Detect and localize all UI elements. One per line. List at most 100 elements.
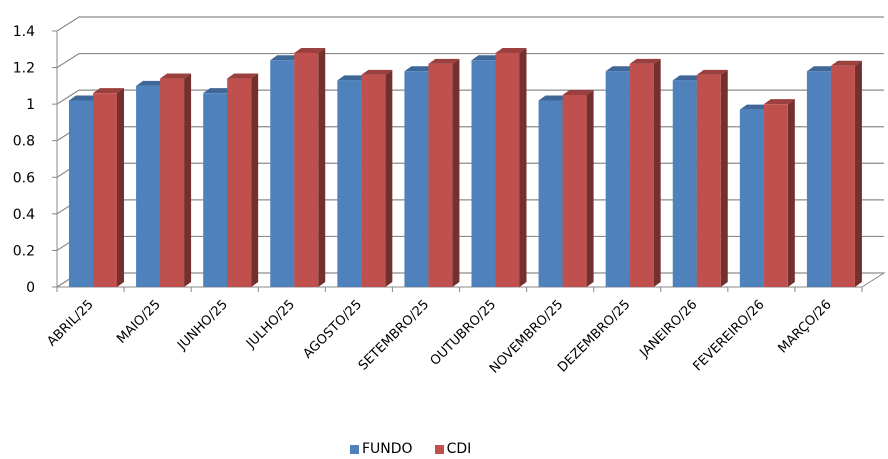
- legend: FUNDO CDI: [350, 440, 493, 458]
- bar-top: [605, 66, 637, 72]
- bar-cdi-8: [562, 90, 594, 287]
- bar-side: [586, 90, 594, 287]
- bar-top: [337, 75, 369, 81]
- bar-front: [69, 100, 93, 287]
- bar-side: [653, 58, 661, 287]
- bar-top: [806, 66, 838, 72]
- bar-top: [471, 55, 503, 61]
- bar-top: [270, 55, 302, 61]
- legend-label-fundo: FUNDO: [362, 441, 413, 457]
- bar-top: [160, 73, 192, 79]
- bar-front: [495, 52, 520, 287]
- y-tick-label: 0.4: [13, 207, 35, 223]
- x-tick-label: MAIO/25: [114, 297, 164, 347]
- bar-front: [672, 80, 697, 287]
- bar-side: [452, 58, 460, 287]
- x-tick-label: JULHO/25: [243, 297, 298, 352]
- bar-top: [739, 104, 771, 110]
- bar-front: [605, 71, 630, 287]
- x-tick-label: ABRIL/25: [45, 297, 97, 349]
- bar-top: [93, 88, 124, 94]
- bar-front: [93, 93, 117, 288]
- y-tick-label: 1: [26, 97, 35, 113]
- x-tick-label: MARÇO/26: [775, 297, 834, 356]
- y-tick-label: 1.2: [13, 61, 35, 77]
- bar-front: [270, 60, 295, 287]
- bar-front: [806, 71, 831, 287]
- bar-top: [69, 95, 100, 101]
- bar-top: [495, 47, 527, 53]
- gridline: [56, 52, 884, 69]
- bars: [69, 47, 862, 288]
- bar-front: [337, 80, 362, 287]
- bar-top: [294, 47, 326, 53]
- legend-swatch-cdi: [434, 444, 444, 454]
- bar-top: [672, 75, 704, 81]
- bar-front: [763, 104, 788, 288]
- bar-front: [696, 74, 721, 287]
- x-tick-label: JANEIRO/26: [637, 297, 701, 361]
- bar-front: [160, 78, 185, 288]
- bar-front: [562, 95, 587, 287]
- bar-front: [471, 60, 496, 287]
- bar-front: [830, 65, 855, 287]
- y-tick-label: 0.8: [13, 134, 35, 150]
- bar-front: [739, 109, 764, 287]
- bar-front: [428, 63, 453, 287]
- bar-cdi-3: [227, 73, 259, 288]
- bar-side: [251, 73, 259, 288]
- bar-cdi-11: [763, 99, 795, 288]
- bar-front: [629, 63, 654, 287]
- bar-top: [696, 69, 728, 75]
- bar-side: [117, 88, 124, 288]
- legend-item-fundo: FUNDO: [350, 441, 413, 457]
- bar-cdi-5: [361, 69, 393, 287]
- bar-side: [385, 69, 393, 287]
- y-tick-label: 0.6: [13, 170, 35, 186]
- bar-top: [227, 73, 259, 79]
- bar-top: [428, 58, 460, 64]
- bar-front: [294, 52, 319, 287]
- bar-side: [720, 69, 728, 287]
- bar-cdi-6: [428, 58, 460, 287]
- bar-front: [136, 85, 161, 287]
- bar-side: [318, 47, 326, 287]
- bar-top: [203, 88, 235, 94]
- y-axis-ticks: 0 0.2 0.4 0.6 0.8 1 1.2 1.4: [13, 24, 57, 296]
- bar-side: [787, 99, 795, 288]
- bar-side: [854, 60, 862, 287]
- bar-side: [184, 73, 192, 288]
- bar-top: [136, 80, 168, 86]
- bar-cdi-4: [294, 47, 326, 287]
- legend-label-cdi: CDI: [446, 441, 472, 457]
- y-tick-label: 1.4: [13, 24, 35, 40]
- bar-front: [538, 100, 563, 287]
- bar-front: [404, 71, 429, 287]
- bar-side: [519, 47, 527, 287]
- x-tick-label: AGOSTO/25: [300, 297, 365, 362]
- bar-cdi-1: [93, 88, 124, 288]
- x-tick-label: SETEMBRO/25: [356, 297, 432, 373]
- bar-front: [227, 78, 252, 288]
- bar-cdi-10: [696, 69, 728, 287]
- x-tick-label: OUTUBRO/25: [428, 297, 500, 369]
- x-tick-label: DEZEMBRO/25: [555, 297, 633, 375]
- legend-swatch-fundo: [350, 444, 359, 454]
- bar-top: [830, 60, 862, 66]
- bar-top: [763, 99, 795, 105]
- bar-top: [404, 66, 436, 72]
- y-tick-label: 0.2: [13, 243, 35, 259]
- bar-front: [203, 93, 228, 288]
- bar-cdi-9: [629, 58, 661, 287]
- y-tick-label: 0: [26, 280, 35, 296]
- bar-top: [629, 58, 661, 64]
- bar-front: [361, 74, 386, 287]
- bar-top: [538, 95, 570, 101]
- legend-item-cdi: CDI: [434, 441, 472, 457]
- x-tick-label: JUNHO/25: [174, 297, 231, 354]
- bar-top: [562, 90, 594, 95]
- bar-top: [361, 69, 393, 75]
- bar-cdi-7: [495, 47, 527, 287]
- bar-cdi-12: [830, 60, 862, 287]
